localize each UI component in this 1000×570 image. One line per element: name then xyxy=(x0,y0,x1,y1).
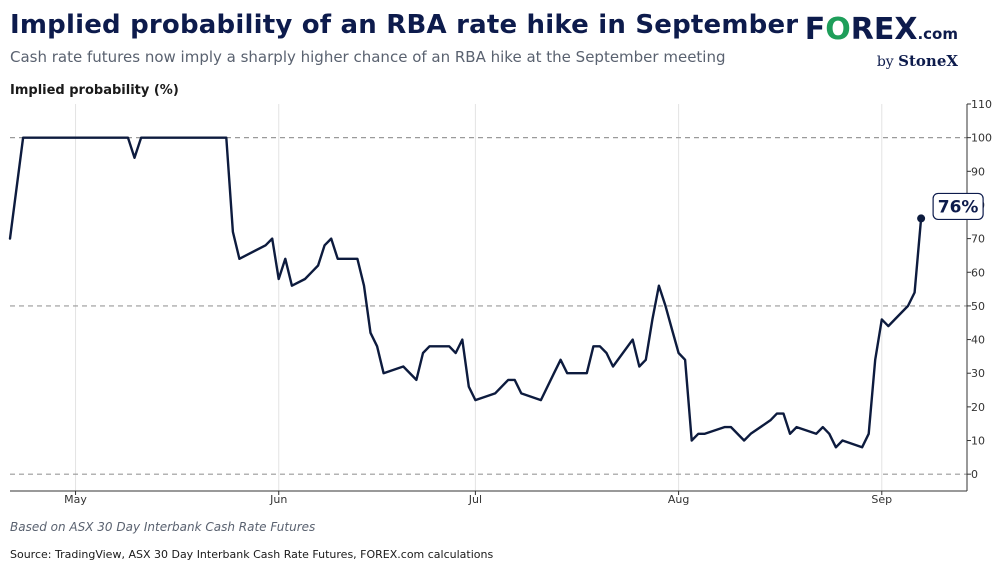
forex-wordmark: FOREX.com xyxy=(804,12,958,47)
y-tick-label-50: 50 xyxy=(971,300,985,313)
x-tick-label-sep: Sep xyxy=(871,493,892,506)
callout-box xyxy=(932,192,984,221)
y-tick-label-10: 10 xyxy=(971,435,985,448)
series-line xyxy=(8,136,923,449)
y-tick-label-30: 30 xyxy=(971,367,985,380)
stonex-byline: by StoneX xyxy=(876,52,958,70)
y-tick-label-0: 0 xyxy=(971,468,978,481)
y-axis-label: Implied probability (%) xyxy=(10,83,179,98)
callout-label: 76% xyxy=(938,197,979,217)
y-tick-label-40: 40 xyxy=(971,334,985,347)
y-tick-label-90: 90 xyxy=(971,165,985,178)
x-tick-label-may: May xyxy=(64,493,87,506)
y-tick-label-100: 100 xyxy=(971,132,992,145)
chart-series xyxy=(8,136,926,449)
chart-subtitle: Cash rate futures now imply a sharply hi… xyxy=(10,48,726,66)
y-tick-label-20: 20 xyxy=(971,401,985,414)
last-value-callout: 76% xyxy=(932,192,984,221)
y-tick-label-70: 70 xyxy=(971,233,985,246)
last-point-marker xyxy=(917,214,926,223)
chart-grid xyxy=(10,104,967,491)
forex-logo: FOREX.com by StoneX xyxy=(798,12,958,70)
footnote: Based on ASX 30 Day Interbank Cash Rate … xyxy=(10,520,316,534)
x-tick-label-aug: Aug xyxy=(668,493,689,506)
x-tick-label-jun: Jun xyxy=(269,493,287,506)
y-tick-label-110: 110 xyxy=(971,98,992,111)
chart-title: Implied probability of an RBA rate hike … xyxy=(10,10,799,40)
source-text: Source: TradingView, ASX 30 Day Interban… xyxy=(10,548,494,561)
x-tick-label-jul: Jul xyxy=(468,493,482,506)
chart-axes: MayJunJulAugSep0102030405060708090100110 xyxy=(10,98,992,506)
y-tick-label-60: 60 xyxy=(971,266,985,279)
